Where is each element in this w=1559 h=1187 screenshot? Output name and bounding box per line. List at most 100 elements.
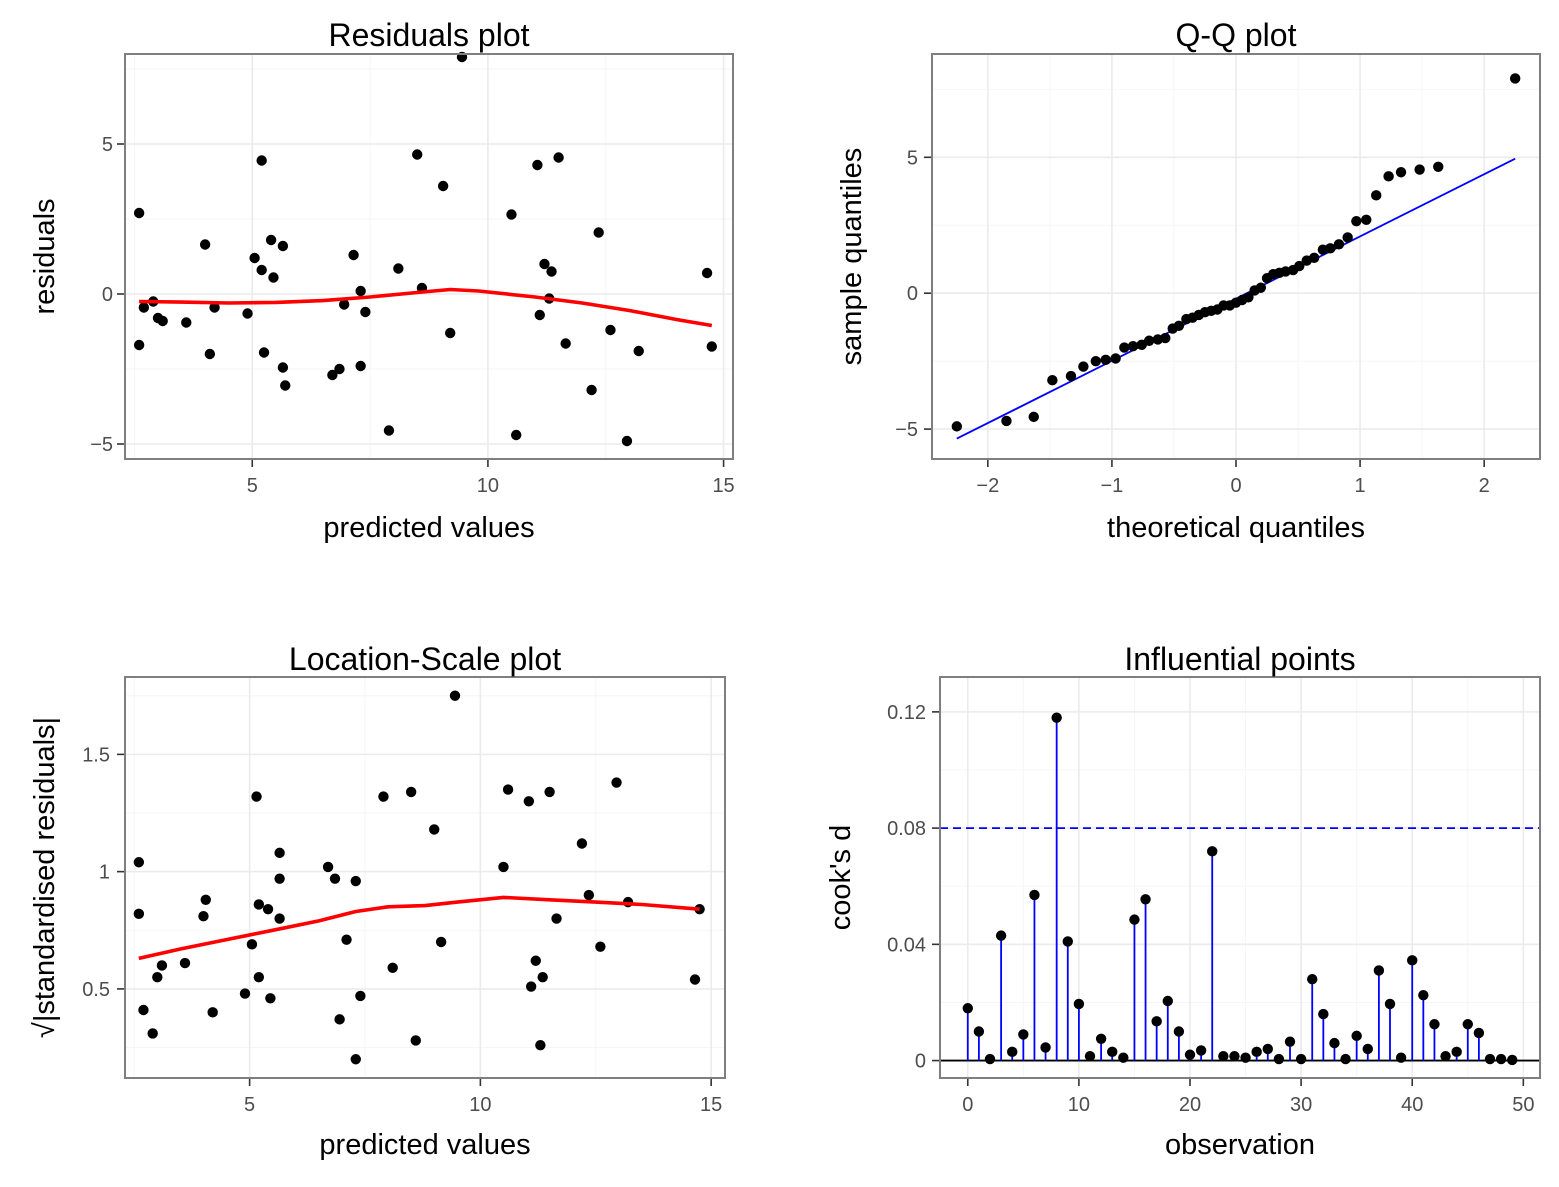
data-point: [962, 1003, 973, 1014]
data-point: [334, 1014, 345, 1025]
data-point: [1218, 1051, 1229, 1062]
data-point: [1073, 998, 1085, 1010]
data-point: [1195, 1045, 1207, 1056]
data-point: [576, 838, 588, 849]
data-point: [350, 1054, 361, 1065]
data-point: [1433, 161, 1444, 173]
data-point: [355, 360, 366, 372]
data-point: [322, 861, 334, 873]
data-point: [1029, 889, 1040, 901]
data-point: [605, 324, 616, 336]
data-point: [621, 435, 633, 447]
panel-frame: [939, 676, 1541, 1079]
y-tick-label: 0.04: [887, 934, 926, 956]
data-point: [1251, 1046, 1262, 1058]
x-tick-label: 2: [1479, 475, 1490, 497]
data-point: [1373, 965, 1385, 976]
data-point: [242, 308, 253, 319]
data-point: [525, 981, 537, 992]
data-point: [138, 302, 150, 313]
data-point: [553, 152, 564, 163]
data-point: [1062, 936, 1073, 947]
data-point: [207, 1007, 218, 1018]
data-point: [633, 345, 644, 357]
data-point: [239, 988, 251, 999]
data-point: [1507, 1054, 1518, 1066]
data-point: [258, 347, 270, 358]
data-point: [355, 285, 366, 297]
data-point: [256, 264, 267, 276]
data-point: [262, 903, 274, 915]
y-tick-label: 0: [907, 283, 918, 305]
x-tick-label: 10: [469, 1094, 491, 1116]
x-axis-title: predicted values: [319, 1129, 530, 1161]
data-point: [1484, 1053, 1496, 1065]
residuals-plot-panel: 5 10 15 −5 0 5 Residuals plot predicted values r…: [29, 17, 735, 544]
data-point: [1295, 1053, 1307, 1065]
data-point: [1462, 1019, 1473, 1030]
data-point: [1351, 1030, 1362, 1042]
data-point: [393, 263, 404, 274]
data-point: [1129, 914, 1140, 925]
data-point: [537, 971, 548, 983]
data-point: [1143, 335, 1155, 346]
x-axis-title: theoretical quantiles: [1107, 512, 1365, 544]
y-axis-title: residuals: [29, 198, 61, 314]
x-tick-label: 15: [700, 1094, 722, 1116]
data-point: [1001, 415, 1012, 427]
data-point: [274, 913, 285, 924]
data-point: [689, 974, 701, 985]
data-point: [200, 894, 211, 905]
data-point: [984, 1053, 996, 1065]
data-point: [256, 155, 267, 166]
data-point: [435, 936, 447, 948]
data-point: [532, 159, 543, 171]
data-point: [1090, 355, 1101, 367]
data-point: [1151, 1016, 1162, 1027]
plot-area: [125, 677, 725, 1078]
x-tick-label: 50: [1512, 1094, 1534, 1116]
data-point: [348, 249, 359, 261]
data-point: [246, 939, 258, 950]
plot-area: [940, 677, 1540, 1078]
data-point: [147, 1028, 158, 1039]
data-point: [253, 971, 265, 983]
y-axis-title: sample quantiles: [836, 148, 868, 366]
x-tick-label: 1: [1355, 475, 1366, 497]
data-point: [1119, 342, 1130, 353]
x-tick-label: −2: [976, 475, 999, 497]
data-point: [510, 429, 522, 441]
data-point: [1340, 1053, 1351, 1065]
data-point: [133, 207, 145, 219]
data-point: [338, 299, 350, 310]
x-tick-label: 0: [962, 1094, 973, 1116]
data-point: [1140, 894, 1151, 905]
data-point: [1333, 239, 1345, 250]
data-point: [265, 993, 276, 1004]
data-point: [1395, 167, 1407, 178]
data-point: [253, 899, 265, 910]
data-point: [1065, 370, 1077, 382]
x-tick-label: 40: [1401, 1094, 1423, 1116]
data-point: [701, 267, 713, 279]
x-axis-title: predicted values: [323, 512, 534, 544]
data-point: [1294, 260, 1305, 272]
data-point: [1107, 1046, 1118, 1058]
influential-points-panel: 0 10 20 30 40 50 0 0.04 0.08 0.12 Influential poin…: [825, 641, 1541, 1161]
data-point: [378, 791, 389, 802]
data-point: [593, 227, 604, 238]
data-point: [133, 857, 145, 868]
data-point: [544, 786, 555, 798]
data-point: [1047, 374, 1058, 386]
panel-title: Location-Scale plot: [289, 641, 561, 677]
data-point: [1414, 164, 1425, 175]
data-point: [280, 380, 291, 391]
smooth-trend-line: [139, 287, 713, 328]
data-point: [1084, 1051, 1096, 1062]
y-tick-label: 0.5: [82, 979, 110, 1001]
data-point: [1240, 1052, 1251, 1063]
y-tick-label: 0: [102, 284, 113, 306]
data-point: [1051, 712, 1062, 723]
data-point: [157, 315, 168, 327]
